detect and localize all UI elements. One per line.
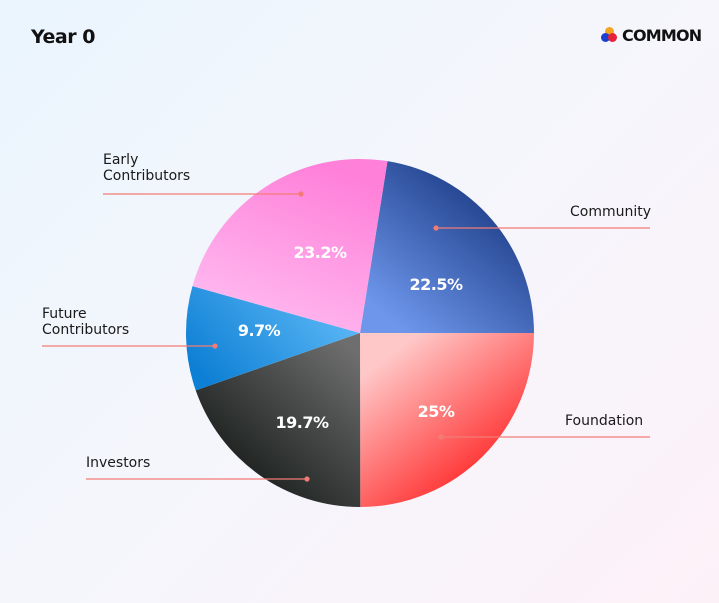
slice-percent-label: 22.5% — [409, 275, 462, 294]
chart-title: Year 0 — [31, 26, 95, 48]
leader-dot — [304, 476, 310, 482]
slice-percent-label: 23.2% — [293, 243, 346, 262]
leader-dot — [298, 191, 304, 197]
three-dots-logo-icon — [601, 26, 619, 44]
pie-slice-investors — [195, 333, 361, 507]
common-logo: COMMON — [601, 24, 702, 46]
slice-category-label: Future Contributors — [42, 306, 129, 338]
slice-percent-label: 9.7% — [238, 321, 281, 340]
slice-category-label: Foundation — [565, 413, 643, 429]
leader-dot — [212, 343, 218, 349]
leader-dot — [433, 225, 439, 231]
logo-text: COMMON — [622, 25, 702, 45]
slice-percent-label: 25% — [418, 402, 455, 421]
slice-category-label: Community — [570, 204, 651, 220]
pie-slice-community — [360, 161, 534, 333]
leader-dot — [438, 434, 444, 440]
slice-category-label: Early Contributors — [103, 152, 190, 184]
slice-category-label: Investors — [86, 455, 150, 471]
slice-percent-label: 19.7% — [275, 413, 328, 432]
pie-slice-foundation — [360, 333, 534, 507]
pie-slice-early-contributors — [192, 159, 388, 333]
pie-slice-future-contributors — [185, 286, 360, 391]
